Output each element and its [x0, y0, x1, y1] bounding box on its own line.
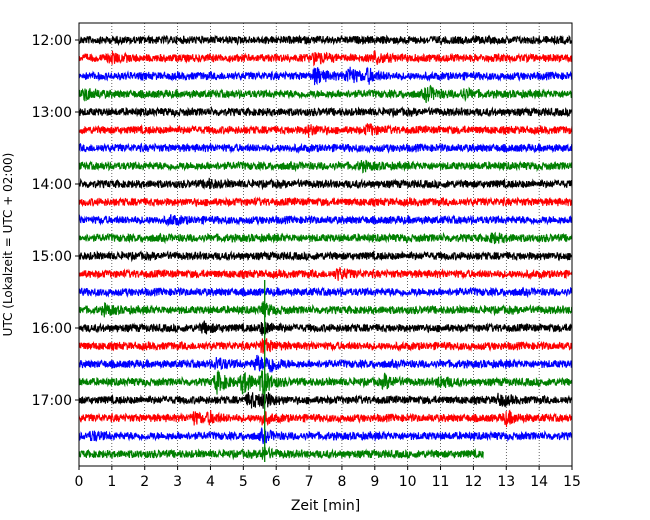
y-tick-label: 16:00 [32, 321, 72, 337]
x-tick-label: 5 [239, 474, 248, 490]
x-tick-label: 2 [140, 474, 149, 490]
trace-1345 [78, 159, 573, 174]
trace-1700 [78, 391, 573, 409]
y-axis: 12:00 13:00 14:00 15:00 16:00 17:00 [32, 33, 79, 409]
x-tick-label: 12 [464, 474, 482, 490]
x-tick-label: 0 [75, 474, 84, 490]
x-tick-label: 15 [563, 474, 581, 490]
trace-1600 [78, 320, 573, 336]
x-tick-label: 11 [432, 474, 450, 490]
x-tick-label: 7 [305, 474, 314, 490]
x-tick-label: 6 [272, 474, 281, 490]
x-tick-label: 10 [399, 474, 417, 490]
trace-1445 [78, 231, 573, 245]
x-axis-label: Zeit [min] [291, 498, 360, 514]
x-tick-label: 9 [370, 474, 379, 490]
trace-1230 [78, 66, 573, 86]
trace-1300 [78, 105, 573, 119]
trace-1530 [78, 286, 573, 299]
trace-1645 [78, 370, 573, 395]
trace-1515 [78, 266, 573, 281]
trace-1545 [78, 301, 573, 318]
traces-group [78, 34, 573, 462]
y-tick-label: 14:00 [32, 177, 72, 193]
x-tick-label: 4 [206, 474, 215, 490]
y-tick-label: 12:00 [32, 33, 72, 49]
trace-1500 [78, 249, 573, 263]
x-tick-label: 13 [497, 474, 515, 490]
y-tick-label: 13:00 [32, 105, 72, 121]
trace-1415 [78, 196, 573, 208]
trace-1245 [78, 84, 573, 104]
x-tick-label: 3 [173, 474, 182, 490]
trace-1330 [78, 142, 573, 155]
trace-1430 [78, 214, 573, 227]
trace-1615 [78, 338, 573, 354]
x-tick-label: 1 [107, 474, 116, 490]
x-tick-label: 8 [337, 474, 346, 490]
trace-1630 [78, 354, 573, 373]
trace-1315 [78, 122, 573, 138]
trace-1745 [78, 445, 484, 461]
plot-frame [78, 22, 573, 467]
trace-1400 [78, 177, 573, 191]
trace-1715 [78, 409, 573, 427]
trace-1215 [78, 50, 573, 67]
y-tick-label: 15:00 [32, 249, 72, 265]
trace-1200 [78, 34, 573, 47]
trace-1730 [78, 426, 573, 445]
y-axis-label: UTC (Lokalzeit = UTC + 02:00) [1, 153, 15, 337]
x-axis: 0 1 2 3 4 5 6 7 8 9 10 11 12 13 14 15 [75, 466, 581, 490]
x-tick-label: 14 [530, 474, 548, 490]
y-tick-label: 17:00 [32, 393, 72, 409]
